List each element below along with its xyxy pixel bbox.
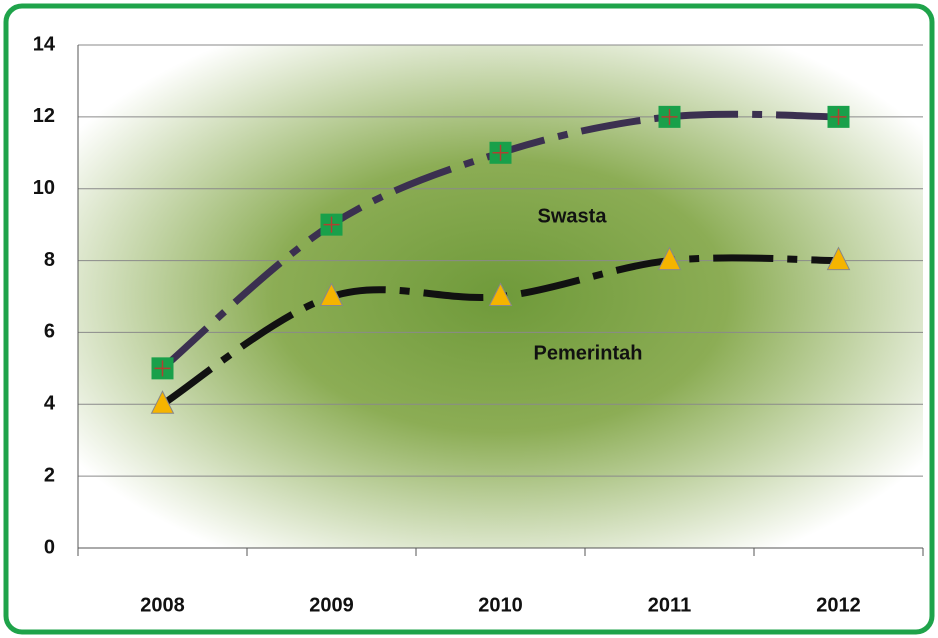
y-tick-label: 2 [44,464,55,486]
marker-cross [661,108,678,125]
marker [657,246,682,271]
marker [488,282,513,306]
x-tick-label: 2012 [816,594,861,616]
y-tick-label: 6 [44,321,55,343]
x-tick-label: 2010 [478,594,523,616]
x-tick-label: 2009 [309,594,354,616]
series-label: Pemerintah [534,342,643,364]
y-tick-label: 4 [44,393,56,415]
marker [826,246,851,271]
marker-cross [492,144,509,161]
marker-cross [154,360,171,377]
y-tick-label: 0 [44,536,55,558]
y-tick-label: 10 [33,177,55,199]
y-tick-label: 14 [33,33,56,55]
y-tick-label: 8 [44,249,55,271]
series-label: Swasta [538,206,608,228]
marker-cross [830,108,847,125]
marker-cross [323,216,340,233]
x-tick-label: 2008 [140,594,185,616]
y-tick-label: 12 [33,105,55,127]
marker [319,282,344,306]
marker [150,390,175,414]
x-tick-label: 2011 [648,594,691,616]
